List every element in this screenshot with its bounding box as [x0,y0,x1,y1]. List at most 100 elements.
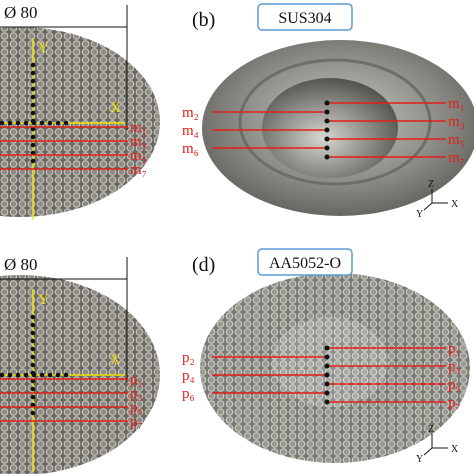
section-label: p₅ [448,377,461,393]
material-box [257,3,353,31]
measure-dot [30,322,36,328]
measure-dot [324,100,330,106]
measure-dot [0,120,5,126]
section-label: p₁ [130,372,143,388]
section-label: m₃ [448,114,465,130]
triad-axis [423,202,433,211]
measure-dot [30,354,36,360]
measure-dot [324,354,330,360]
measure-dot [30,386,36,392]
dimension-label: Ø 80 [4,3,38,22]
axis-label: Y [38,292,49,308]
panel-label: (b) [192,9,215,31]
measure-dot [31,120,37,126]
measure-dot [7,120,13,126]
measure-dot [30,142,36,148]
measure-dot [30,150,36,156]
measure-dot [324,390,330,396]
measure-dot [30,410,36,416]
section-label: p₄ [182,368,195,384]
section-label: m₅ [448,132,465,148]
measure-dot [23,372,29,378]
measure-dot [30,314,36,320]
section-label: p₇ [448,395,461,411]
section-label: m₅ [130,148,147,164]
measure-dot [324,136,330,142]
triad-axis [423,447,433,456]
measure-dot [31,372,37,378]
measure-dot [30,402,36,408]
measure-dot [30,346,36,352]
axis-label: X [110,100,121,116]
measure-dot [324,372,330,378]
measure-dot [324,118,330,124]
measure-dot [30,78,36,84]
measure-dot [39,372,45,378]
section-label: m₃ [130,134,147,150]
measure-dot [30,134,36,140]
measure-dot [324,345,330,351]
measure-dot [0,372,5,378]
section-label: p₁ [448,341,461,357]
axis-label: X [110,352,121,368]
section-label: m₁ [130,120,147,136]
section-label: p₇ [130,414,143,430]
section-label: p₅ [130,400,143,416]
triad-label: Z [428,424,434,435]
material-label: AA5052-O [269,255,341,272]
measure-dot [30,158,36,164]
measure-dot [324,109,330,115]
section-label: p₃ [448,359,461,375]
section-label: m₆ [182,141,199,157]
triad-label: X [451,199,459,210]
triad-label: X [451,444,459,455]
measure-dot [30,62,36,68]
measure-dot [30,394,36,400]
measure-dot [324,145,330,151]
measure-dot [30,70,36,76]
measure-dot [324,399,330,405]
section-label: p₆ [182,386,195,402]
measure-dot [30,110,36,116]
material-box [257,248,353,276]
measure-dot [15,372,21,378]
measure-dot [63,372,69,378]
section-label: p₂ [182,350,195,366]
measure-dot [30,126,36,132]
sus304-photo [202,40,474,216]
section-label: p₃ [130,386,143,402]
measure-dot [30,94,36,100]
measure-dot [324,127,330,133]
section-label: m₇ [448,150,465,166]
section-label: m₇ [130,162,147,178]
measure-dot [23,120,29,126]
measure-dot [30,338,36,344]
measure-dot [324,363,330,369]
measure-dot [30,378,36,384]
triad-label: Z [428,179,434,190]
measure-dot [30,362,36,368]
section-label: m₄ [182,123,199,139]
measure-dot [47,372,53,378]
measure-dot [15,120,21,126]
axis-label: Y [38,40,49,56]
section-label: m₂ [182,105,199,121]
triad-label: Y [416,209,423,220]
measure-dot [324,154,330,160]
triad-label: Y [416,454,423,465]
panel-label: (d) [192,254,215,276]
section-label: m₁ [448,96,465,112]
measure-dot [55,120,61,126]
measure-dot [39,120,45,126]
measure-dot [30,330,36,336]
dimension-label: Ø 80 [4,255,38,274]
measure-dot [30,102,36,108]
measure-dot [324,381,330,387]
measure-dot [63,120,69,126]
measure-dot [55,372,61,378]
measure-dot [7,372,13,378]
material-label: SUS304 [278,10,331,27]
measure-dot [47,120,53,126]
measure-dot [30,86,36,92]
